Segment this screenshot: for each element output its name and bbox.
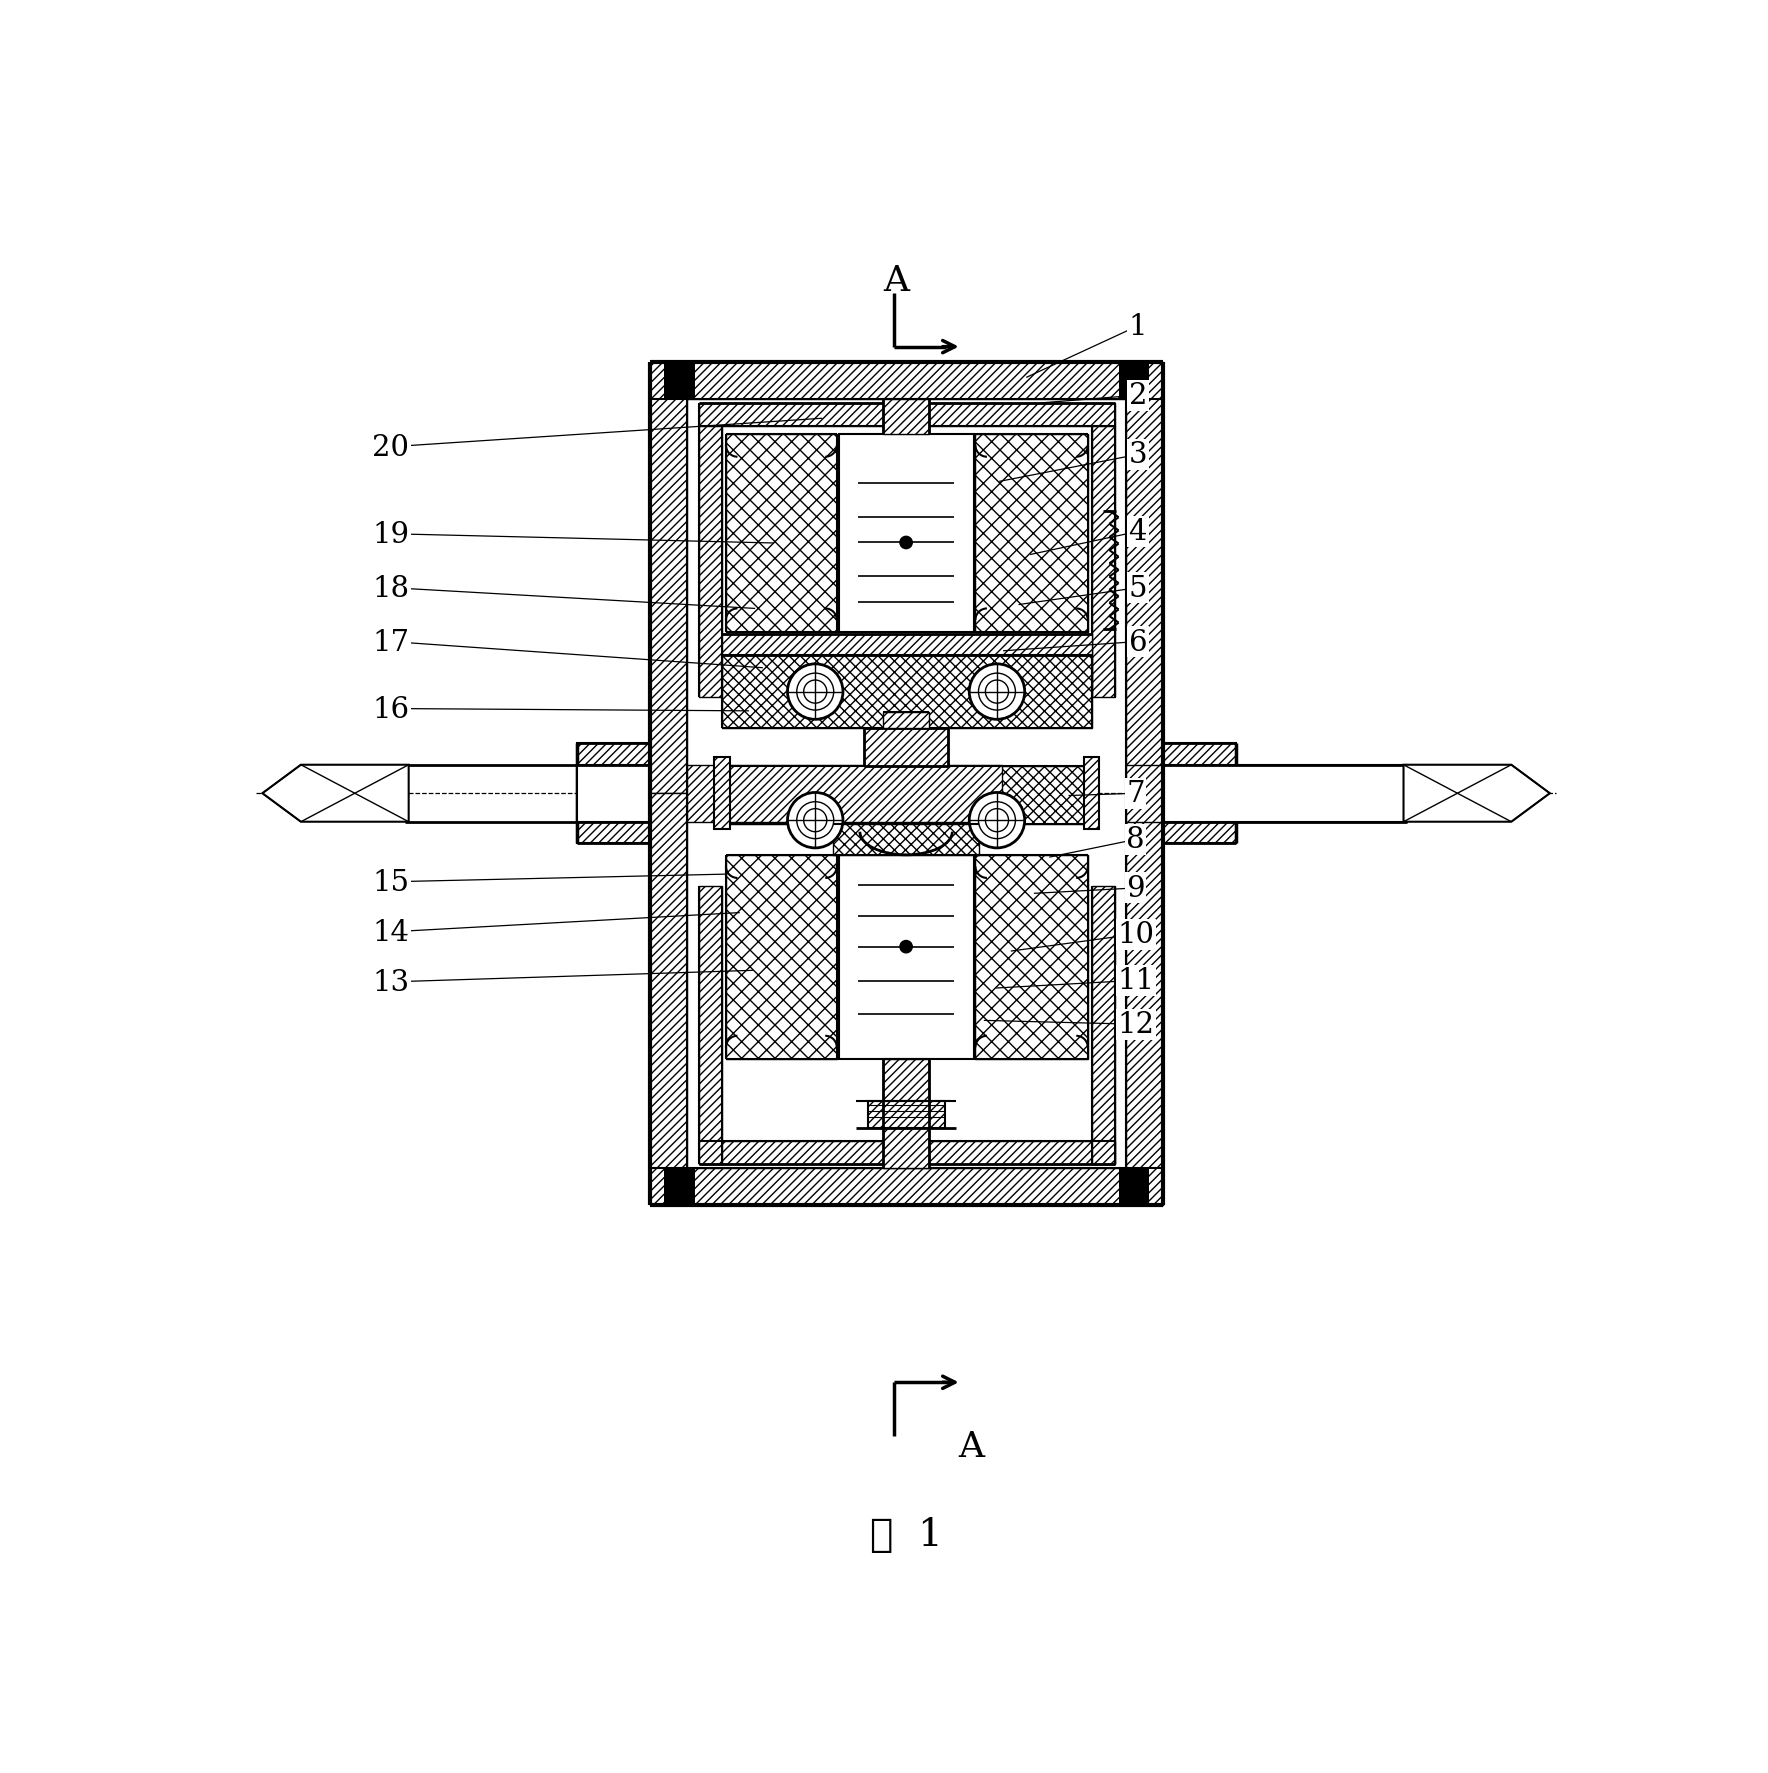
Bar	[727, 855, 836, 1058]
Bar	[1163, 743, 1236, 844]
Bar	[1119, 363, 1149, 399]
Bar	[727, 434, 836, 633]
Polygon shape	[1404, 766, 1551, 823]
Text: 9: 9	[1126, 874, 1146, 902]
Bar	[721, 635, 1091, 656]
Bar	[688, 766, 1002, 823]
Text: 11: 11	[1117, 966, 1155, 995]
Bar	[1091, 886, 1116, 1165]
Circle shape	[900, 941, 912, 954]
Text: A: A	[958, 1429, 983, 1463]
Bar	[698, 404, 1116, 427]
Text: 10: 10	[1117, 920, 1155, 949]
Text: 19: 19	[373, 521, 410, 548]
Bar	[578, 743, 651, 844]
Circle shape	[969, 793, 1025, 849]
Text: 15: 15	[373, 869, 410, 897]
Text: 8: 8	[1126, 826, 1146, 855]
Text: 4: 4	[1128, 518, 1147, 546]
Circle shape	[969, 665, 1025, 720]
Bar	[882, 1058, 930, 1168]
Text: 16: 16	[373, 695, 410, 723]
Bar	[865, 729, 948, 768]
Circle shape	[985, 808, 1008, 832]
Bar	[1091, 427, 1116, 697]
Text: 14: 14	[373, 918, 410, 947]
Circle shape	[900, 537, 912, 550]
Circle shape	[804, 681, 827, 704]
Bar	[976, 855, 1087, 1058]
Text: A: A	[882, 264, 909, 298]
Circle shape	[797, 674, 834, 711]
Bar	[721, 768, 1091, 824]
Text: 2: 2	[1128, 381, 1147, 410]
Text: 20: 20	[373, 433, 410, 461]
Bar	[1126, 794, 1163, 1206]
Bar	[1126, 363, 1163, 794]
Text: 5: 5	[1128, 574, 1147, 603]
Bar	[1126, 766, 1236, 823]
Bar	[651, 1168, 1163, 1206]
Bar	[868, 1101, 944, 1129]
Bar	[1084, 757, 1100, 830]
Circle shape	[797, 801, 834, 839]
Circle shape	[978, 801, 1015, 839]
Bar	[721, 656, 1091, 729]
Bar	[698, 1142, 1116, 1165]
Bar	[976, 434, 1087, 633]
Text: 17: 17	[373, 628, 410, 656]
Bar	[840, 855, 974, 1058]
Bar	[651, 363, 688, 794]
Bar	[1119, 1168, 1149, 1206]
Bar	[578, 766, 651, 823]
Bar	[651, 794, 688, 1206]
Circle shape	[787, 665, 843, 720]
Bar	[665, 1168, 695, 1206]
Bar	[665, 363, 695, 399]
Circle shape	[985, 681, 1008, 704]
Circle shape	[804, 808, 827, 832]
Text: 13: 13	[373, 968, 410, 996]
Text: 7: 7	[1126, 780, 1146, 808]
Bar	[698, 427, 721, 697]
Bar	[651, 363, 1163, 399]
Bar	[840, 434, 974, 633]
Bar	[1163, 766, 1407, 823]
Polygon shape	[262, 766, 408, 823]
Text: 3: 3	[1128, 441, 1147, 470]
Bar	[882, 713, 930, 729]
Bar	[698, 886, 721, 1165]
Text: 12: 12	[1117, 1011, 1155, 1039]
Text: 6: 6	[1128, 628, 1147, 656]
Circle shape	[978, 674, 1015, 711]
Text: 18: 18	[373, 574, 410, 603]
Bar	[882, 399, 930, 434]
Bar	[714, 757, 730, 830]
Text: 1: 1	[1128, 312, 1147, 340]
Bar	[833, 824, 979, 855]
Circle shape	[787, 793, 843, 849]
Text: 图  1: 图 1	[870, 1516, 942, 1553]
